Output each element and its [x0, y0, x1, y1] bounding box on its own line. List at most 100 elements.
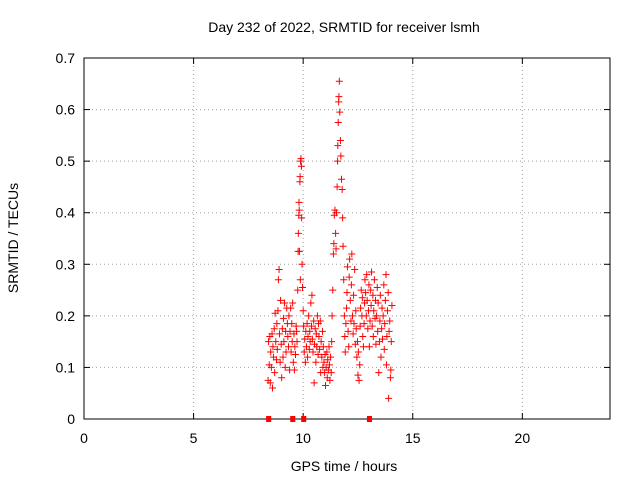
data-point: [367, 286, 375, 294]
data-point: [354, 348, 362, 356]
data-point: [348, 312, 356, 320]
data-point: [363, 271, 371, 279]
data-point: [277, 296, 285, 304]
y-tick-label: 0.7: [56, 50, 76, 66]
data-point: [295, 198, 303, 206]
data-point: [305, 345, 313, 353]
y-tick-label: 0.1: [56, 359, 76, 375]
data-point: [368, 268, 376, 276]
data-point: [355, 376, 363, 384]
y-tick-labels: 0 0.1 0.2 0.3 0.4 0.5 0.6 0.7: [56, 50, 76, 427]
data-point: [327, 353, 335, 361]
x-axis-label: GPS time / hours: [291, 458, 398, 474]
data-point: [363, 296, 371, 304]
data-point: [286, 327, 294, 335]
data-point: [364, 325, 372, 333]
data-point: [348, 250, 356, 258]
data-point: [361, 276, 369, 284]
data-point: [338, 175, 346, 183]
data-point: [273, 320, 281, 328]
data-point: [330, 240, 338, 248]
data-point: [356, 361, 364, 369]
data-point: [314, 351, 322, 359]
data-point: [303, 320, 311, 328]
data-point: [387, 338, 395, 346]
data-point: [344, 327, 352, 335]
data-point: [351, 265, 359, 273]
x-tick-label: 5: [190, 430, 198, 446]
grid-lines: [84, 58, 610, 419]
data-point: [333, 183, 341, 191]
data-point: [276, 358, 284, 366]
data-point: [359, 343, 367, 351]
data-point: [300, 322, 308, 330]
data-point: [318, 327, 326, 335]
data-point: [266, 379, 274, 387]
data-point: [272, 356, 280, 364]
data-point: [268, 384, 276, 392]
data-point: [305, 312, 313, 320]
data-point: [381, 296, 389, 304]
data-point: [298, 214, 306, 222]
data-point: [293, 338, 301, 346]
data-point: [293, 327, 301, 335]
data-point: [299, 283, 307, 291]
data-point: [339, 242, 347, 250]
data-point: [346, 255, 354, 263]
data-point: [386, 317, 394, 325]
data-point: [279, 353, 287, 361]
zero-value-marker: [267, 416, 272, 422]
data-point: [317, 338, 325, 346]
data-point: [268, 330, 276, 338]
data-point: [304, 332, 312, 340]
data-point: [353, 353, 361, 361]
data-point: [334, 118, 342, 126]
data-point: [343, 304, 351, 312]
data-point: [295, 247, 303, 255]
data-point: [365, 281, 373, 289]
data-point: [335, 93, 343, 101]
y-tick-label: 0.3: [56, 256, 76, 272]
data-point: [273, 345, 281, 353]
data-point: [279, 314, 287, 322]
data-point: [349, 330, 357, 338]
data-point: [267, 348, 275, 356]
y-tick-label: 0.4: [56, 205, 76, 221]
data-point: [278, 374, 286, 382]
data-point: [387, 366, 395, 374]
data-point: [321, 369, 329, 377]
data-point: [334, 142, 342, 150]
data-point: [366, 317, 374, 325]
data-point: [287, 348, 295, 356]
data-point: [352, 325, 360, 333]
data-point: [356, 322, 364, 330]
data-point: [281, 299, 289, 307]
data-point: [376, 291, 384, 299]
data-point: [297, 155, 305, 163]
data-point: [377, 353, 385, 361]
x-tick-label: 20: [515, 430, 531, 446]
data-point: [323, 348, 331, 356]
data-point: [280, 338, 288, 346]
data-point: [370, 307, 378, 315]
data-point: [310, 379, 318, 387]
data-point: [336, 108, 344, 116]
data-point: [309, 348, 317, 356]
data-point: [304, 353, 312, 361]
data-point: [301, 358, 309, 366]
data-point: [373, 312, 381, 320]
data-point: [325, 343, 333, 351]
data-point: [372, 340, 380, 348]
data-point: [378, 325, 386, 333]
data-point: [383, 332, 391, 340]
zero-value-marker: [368, 416, 373, 422]
data-point: [336, 137, 344, 145]
data-point: [385, 327, 393, 335]
data-point: [269, 343, 277, 351]
data-points: [264, 77, 396, 402]
data-point: [378, 304, 386, 312]
data-point: [380, 345, 388, 353]
plot-frame: [83, 57, 611, 420]
